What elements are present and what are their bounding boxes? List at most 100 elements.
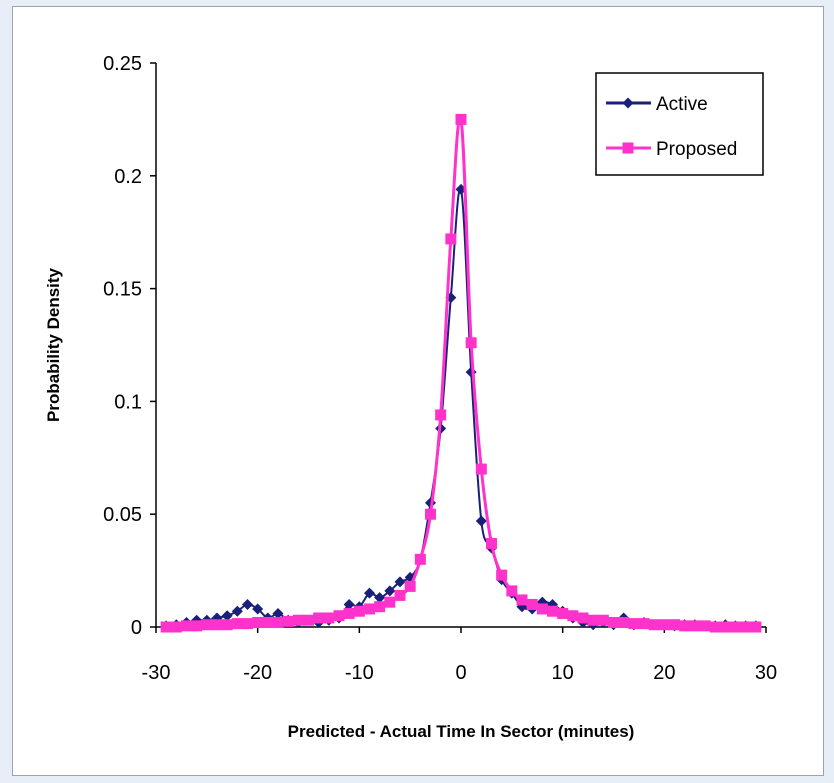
data-point bbox=[272, 616, 284, 628]
data-point bbox=[343, 598, 355, 610]
data-point bbox=[231, 618, 243, 630]
data-point bbox=[465, 337, 477, 349]
series-active bbox=[160, 183, 762, 632]
x-axis: -30 -20 -10 0 10 20 30 bbox=[142, 627, 777, 684]
data-point bbox=[343, 607, 355, 619]
data-point bbox=[242, 598, 253, 610]
x-tick-label: 30 bbox=[755, 662, 777, 684]
data-point bbox=[486, 538, 497, 550]
data-point bbox=[445, 233, 457, 245]
data-point bbox=[658, 619, 670, 631]
data-point bbox=[557, 607, 569, 619]
data-point bbox=[313, 612, 325, 624]
data-point bbox=[364, 603, 375, 615]
data-point bbox=[689, 620, 701, 632]
data-point bbox=[648, 619, 660, 631]
y-axis-title: Probability Density bbox=[44, 267, 63, 422]
series-layer bbox=[160, 113, 762, 633]
data-point bbox=[567, 610, 579, 622]
data-point bbox=[231, 605, 243, 617]
data-point bbox=[191, 620, 203, 632]
data-point bbox=[597, 614, 609, 626]
data-point bbox=[272, 607, 284, 619]
data-point bbox=[374, 592, 386, 604]
y-tick-label: 0.1 bbox=[114, 391, 142, 413]
data-point bbox=[465, 366, 477, 378]
x-tick-label: -20 bbox=[243, 662, 272, 684]
legend: Active Proposed bbox=[595, 72, 764, 176]
data-point bbox=[252, 616, 264, 628]
chart-svg: 0 0.05 0.1 0.15 0.2 0.25 -30 -20 -10 0 10 20 30 Pro… bbox=[44, 53, 777, 741]
legend-label-active: Active bbox=[656, 94, 708, 115]
data-point bbox=[160, 621, 172, 633]
y-axis: 0 0.05 0.1 0.15 0.2 0.25 bbox=[103, 53, 156, 639]
legend-marker-active bbox=[622, 97, 634, 109]
data-point bbox=[170, 621, 182, 633]
data-point bbox=[669, 619, 680, 631]
y-tick-label: 0.05 bbox=[103, 504, 142, 526]
data-point bbox=[730, 621, 741, 633]
data-point bbox=[516, 594, 528, 606]
data-point bbox=[425, 508, 436, 520]
data-point bbox=[679, 620, 691, 632]
data-point bbox=[353, 605, 365, 617]
data-point bbox=[394, 576, 406, 588]
data-point bbox=[618, 616, 630, 628]
data-point bbox=[475, 515, 487, 527]
data-point bbox=[303, 614, 314, 626]
y-tick-label: 0.15 bbox=[103, 279, 142, 301]
data-point bbox=[252, 603, 264, 615]
data-point bbox=[323, 612, 335, 624]
x-tick-label: -10 bbox=[345, 662, 374, 684]
data-point bbox=[719, 621, 731, 633]
data-point bbox=[242, 618, 253, 630]
x-axis-title: Predicted - Actual Time In Sector (minut… bbox=[288, 722, 635, 741]
legend-box bbox=[595, 72, 764, 176]
data-point bbox=[221, 619, 233, 631]
series-proposed bbox=[160, 113, 762, 633]
y-tick-label: 0.2 bbox=[114, 166, 142, 188]
data-point bbox=[394, 589, 406, 601]
data-point bbox=[455, 113, 467, 125]
data-point bbox=[211, 619, 223, 631]
data-point bbox=[628, 618, 640, 630]
data-point bbox=[262, 616, 274, 628]
data-point bbox=[384, 596, 396, 608]
data-point bbox=[475, 463, 487, 475]
data-point bbox=[750, 621, 762, 633]
data-point bbox=[404, 580, 416, 592]
data-point bbox=[384, 585, 396, 597]
x-tick-label: -30 bbox=[142, 662, 171, 684]
data-point bbox=[740, 621, 752, 633]
x-tick-label: 20 bbox=[653, 662, 675, 684]
y-tick-label: 0 bbox=[131, 617, 142, 639]
x-tick-label: 0 bbox=[455, 662, 466, 684]
data-point bbox=[506, 585, 518, 597]
data-point bbox=[577, 612, 589, 624]
data-point bbox=[699, 620, 711, 632]
data-point bbox=[221, 610, 233, 622]
data-point bbox=[608, 616, 619, 628]
legend-marker-proposed bbox=[622, 142, 634, 154]
data-point bbox=[364, 587, 375, 599]
data-point bbox=[496, 569, 508, 581]
legend-label-proposed: Proposed bbox=[656, 139, 737, 160]
data-point bbox=[435, 409, 447, 421]
data-point bbox=[282, 615, 294, 627]
data-point bbox=[536, 603, 548, 615]
data-point bbox=[292, 614, 304, 626]
data-point bbox=[333, 610, 345, 622]
data-point bbox=[181, 620, 192, 632]
data-point bbox=[414, 553, 426, 565]
data-point bbox=[587, 614, 599, 626]
series-line-active bbox=[166, 187, 756, 628]
data-point bbox=[526, 598, 538, 610]
y-tick-label: 0.25 bbox=[103, 53, 142, 75]
data-point bbox=[638, 618, 650, 630]
chart-frame: 0 0.05 0.1 0.15 0.2 0.25 -30 -20 -10 0 10 20 30 Pro… bbox=[12, 6, 824, 776]
data-point bbox=[201, 619, 213, 631]
data-point bbox=[547, 605, 558, 617]
x-tick-label: 10 bbox=[552, 662, 574, 684]
data-point bbox=[709, 621, 721, 633]
data-point bbox=[374, 601, 386, 613]
